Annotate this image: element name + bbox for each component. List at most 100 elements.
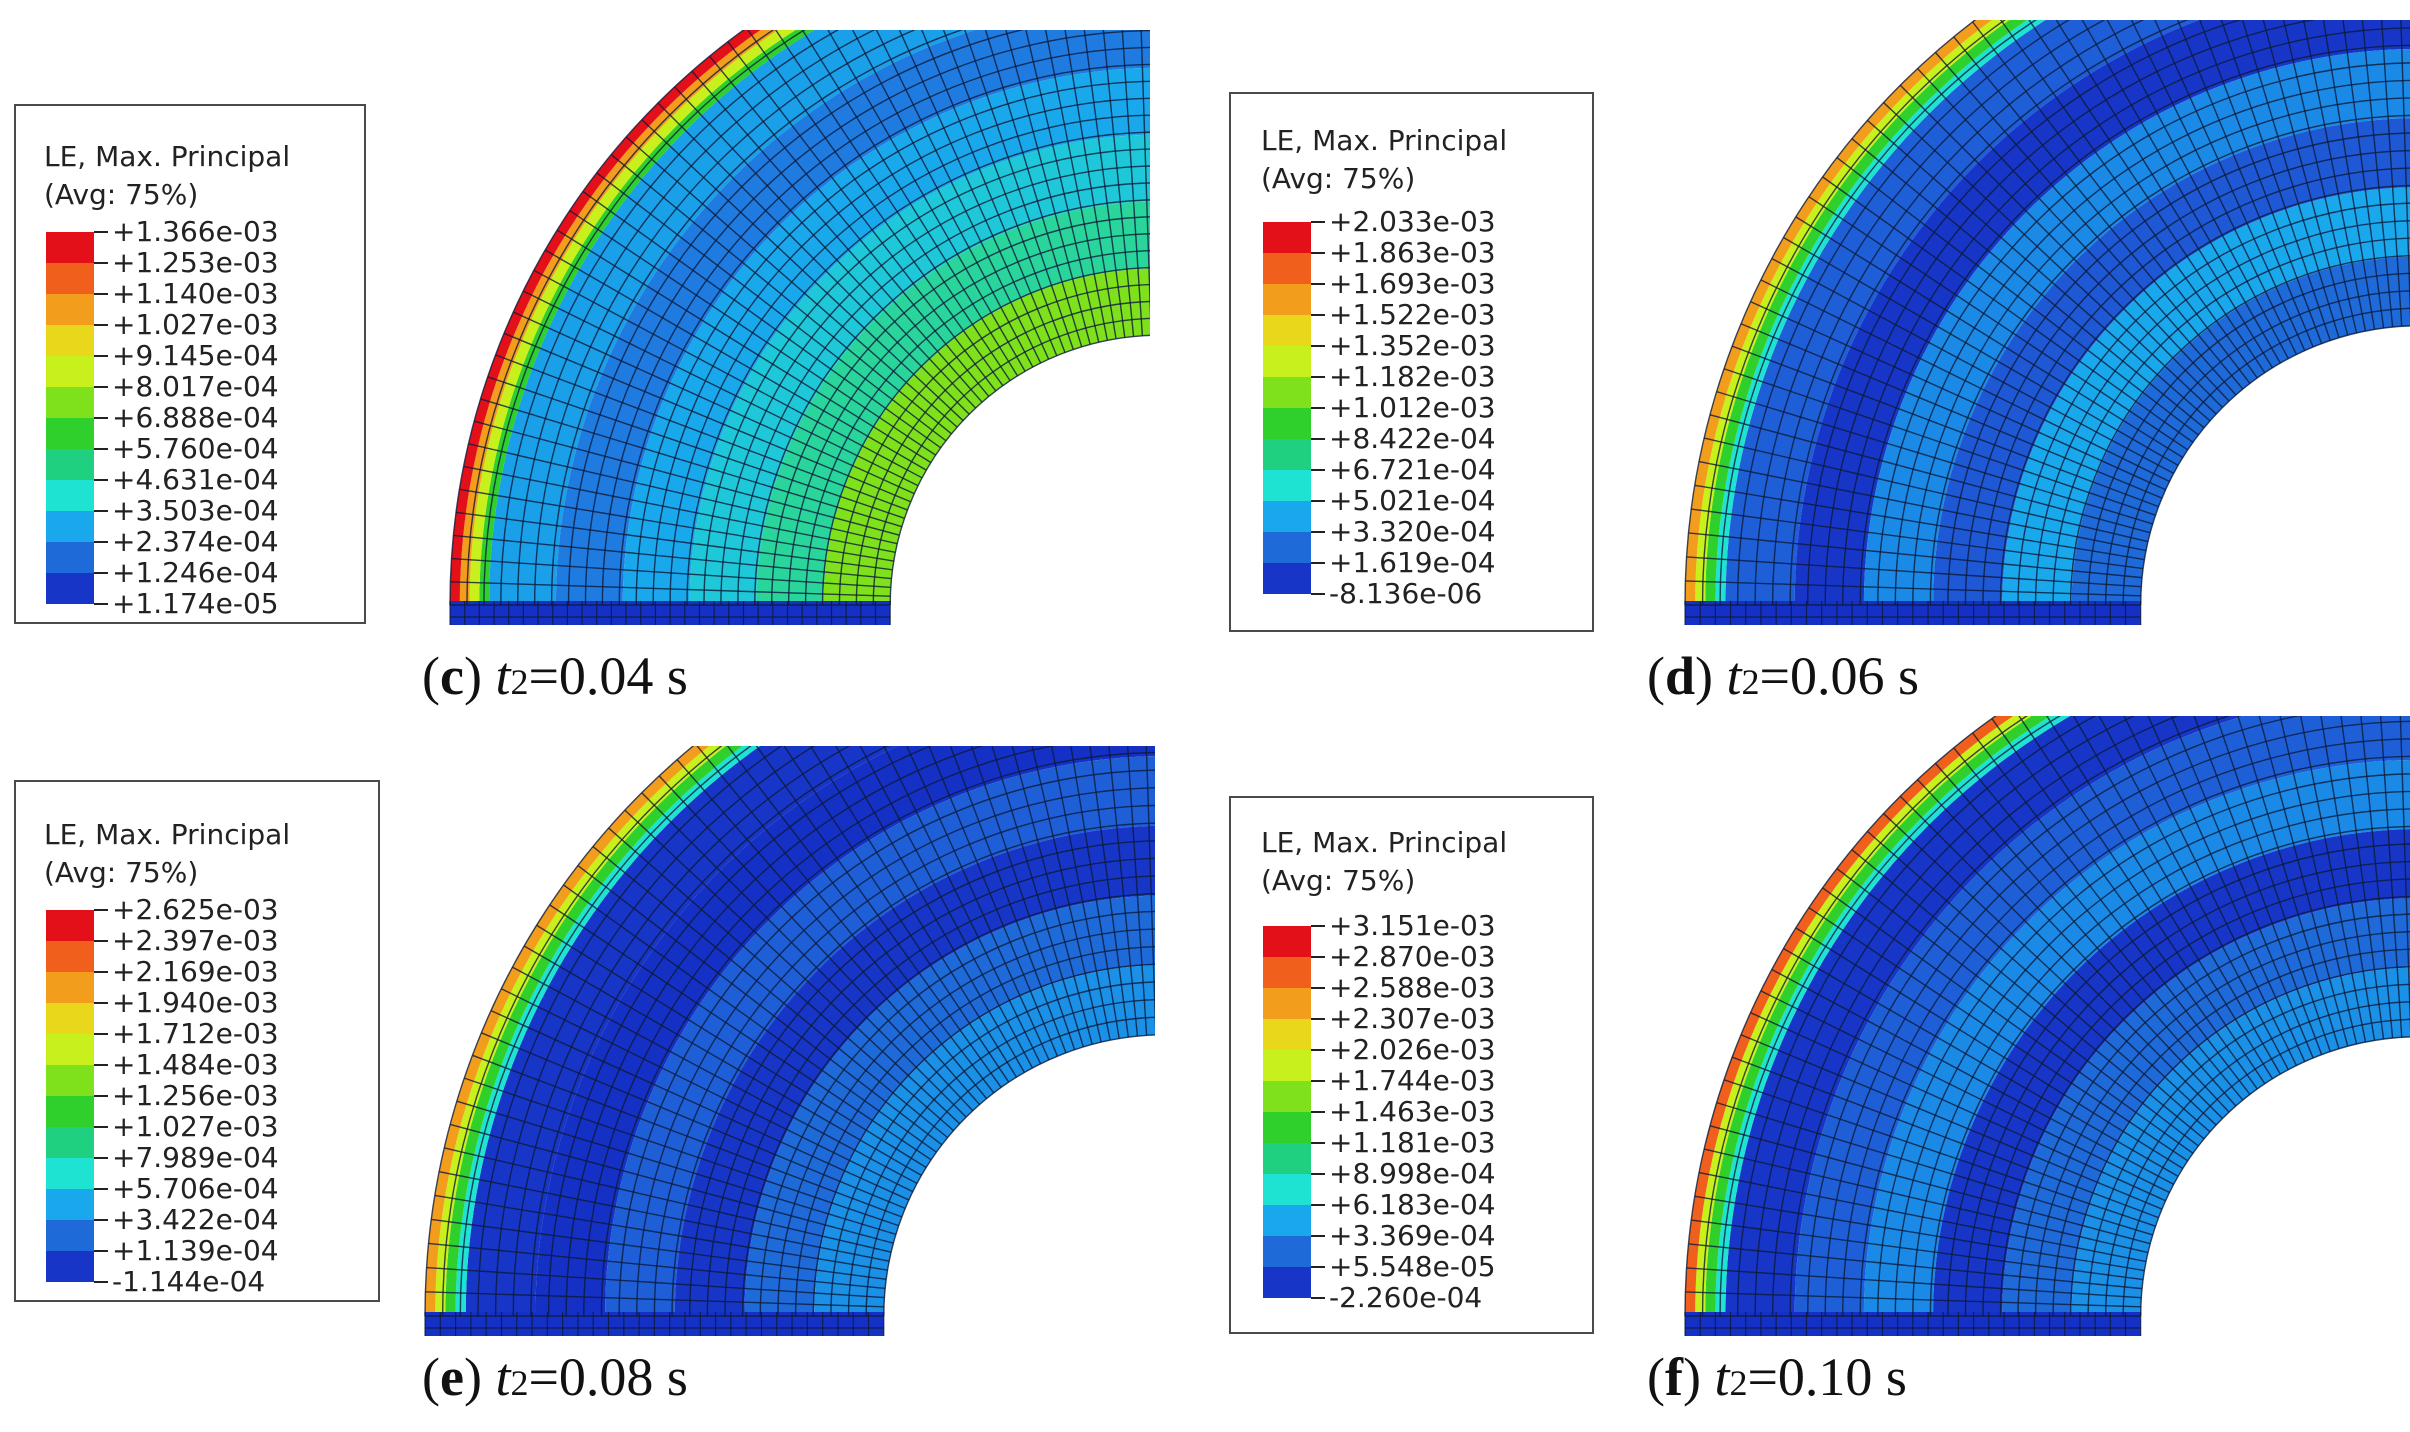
legend-swatch — [46, 1003, 94, 1034]
legend-tick — [1311, 221, 1325, 223]
mesh-line — [565, 746, 984, 1317]
legend-value: +5.706e-04 — [112, 1172, 279, 1205]
mesh-line — [1701, 20, 2006, 606]
fem-mesh-d — [1684, 20, 2410, 625]
legend-value: +1.366e-03 — [112, 215, 279, 248]
legend-tick — [1311, 283, 1325, 285]
mesh-line — [2140, 1036, 2410, 1317]
legend-value: +1.522e-03 — [1329, 298, 1496, 331]
legend-tick — [94, 324, 108, 326]
mesh-line — [1806, 20, 2242, 606]
caption-sub: 2 — [1729, 1363, 1748, 1403]
mesh-line — [759, 910, 1155, 1317]
rim-band — [455, 746, 761, 1316]
mesh-line — [517, 30, 876, 606]
legend-tick — [1311, 1111, 1325, 1113]
mesh-line — [1859, 44, 2410, 606]
legend-tick — [94, 971, 108, 973]
mesh-line — [1982, 878, 2410, 1317]
legend-tick — [94, 603, 108, 605]
legend-swatch — [1263, 1019, 1311, 1050]
mesh-line — [1964, 860, 2410, 1317]
legend-swatch — [46, 1251, 94, 1282]
mesh-line — [669, 114, 1150, 606]
legend-title: LE, Max. Principal — [44, 140, 291, 173]
mesh-line — [2087, 272, 2410, 606]
mesh-line — [2087, 983, 2410, 1317]
legend-value: +1.940e-03 — [112, 986, 279, 1019]
mesh-line — [2069, 255, 2410, 606]
legend-swatch — [1263, 1205, 1311, 1236]
legend-d: LE, Max. Principal (Avg: 75%) +2.033e-03… — [1229, 92, 1594, 632]
mesh-line — [2104, 290, 2410, 606]
legend-swatch — [46, 294, 94, 325]
mesh-line — [584, 30, 1150, 606]
mesh-line — [2052, 948, 2410, 1317]
legend-swatch — [1263, 470, 1311, 501]
mesh-line — [794, 946, 1155, 1317]
legend-value: +3.369e-04 — [1329, 1219, 1496, 1252]
legend-tick — [94, 1250, 108, 1252]
legend-value: +1.693e-03 — [1329, 267, 1496, 300]
legend-swatch — [1263, 532, 1311, 563]
mesh-line — [550, 30, 964, 606]
legend-tick — [1311, 1049, 1325, 1051]
legend-tick — [1311, 469, 1325, 471]
legend-swatch — [46, 1127, 94, 1158]
legend-value: -2.260e-04 — [1329, 1281, 1483, 1314]
legend-tick — [1311, 1142, 1325, 1144]
legend-value: +1.182e-03 — [1329, 360, 1496, 393]
mesh-line — [533, 30, 917, 606]
legend-value: +1.463e-03 — [1329, 1095, 1496, 1128]
legend-tick — [1311, 314, 1325, 316]
mesh-line — [653, 804, 1155, 1317]
mesh-line — [1912, 97, 2410, 606]
legend-swatch — [1263, 346, 1311, 377]
legend-value: +1.027e-03 — [112, 1110, 279, 1143]
mesh-line — [2034, 220, 2410, 606]
legend-value: +1.140e-03 — [112, 277, 279, 310]
legend-swatch — [1263, 957, 1311, 988]
legend-e: LE, Max. Principal (Avg: 75%) +2.625e-03… — [14, 780, 380, 1302]
mesh-line — [1824, 720, 2410, 1317]
legend-swatch — [1263, 1143, 1311, 1174]
legend-tick — [1311, 1297, 1325, 1299]
mesh-line — [883, 1034, 1155, 1317]
rim-band — [1715, 20, 2046, 605]
legend-swatch — [1263, 377, 1311, 408]
mesh-line — [1754, 716, 2136, 1317]
legend-swatch — [46, 263, 94, 294]
rim-band — [435, 746, 726, 1316]
caption-var: t — [495, 1347, 511, 1407]
legend-subtitle: (Avg: 75%) — [44, 178, 199, 211]
mesh-line — [847, 999, 1155, 1317]
legend-tick — [94, 448, 108, 450]
mesh-line — [1912, 808, 2410, 1317]
legend-subtitle: (Avg: 75%) — [44, 856, 199, 889]
legend-value: +9.145e-04 — [112, 339, 279, 372]
caption-value: =0.10 s — [1747, 1347, 1907, 1407]
legend-swatch — [46, 1065, 94, 1096]
legend-swatch — [46, 941, 94, 972]
legend-swatch — [1263, 439, 1311, 470]
strain-band — [1794, 20, 2410, 605]
rim-band — [1695, 716, 2032, 1316]
mesh-line — [1736, 20, 2071, 606]
mesh-line — [1859, 755, 2410, 1317]
mesh-line — [804, 250, 1150, 606]
rim-band — [1695, 20, 2010, 605]
legend-tick — [1311, 252, 1325, 254]
legend-tick — [1311, 987, 1325, 989]
legend-tick — [1311, 376, 1325, 378]
mesh-line — [2034, 931, 2410, 1317]
mesh-line — [483, 30, 806, 606]
legend-tick — [1311, 1204, 1325, 1206]
mesh-line — [1877, 62, 2410, 606]
legend-value: +1.174e-05 — [112, 587, 279, 620]
caption-value: =0.06 s — [1759, 646, 1919, 706]
legend-subtitle: (Avg: 75%) — [1261, 162, 1416, 195]
mesh-line — [872, 317, 1150, 606]
mesh-line — [1684, 716, 1997, 1317]
legend-value: +1.012e-03 — [1329, 391, 1496, 424]
mesh-line — [865, 1016, 1155, 1317]
